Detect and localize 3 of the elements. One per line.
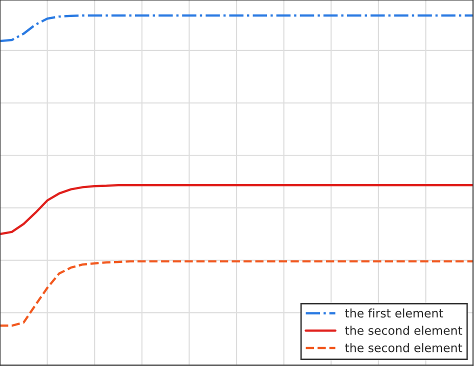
legend-label: the second element (345, 326, 462, 335)
legend-label: the second element (345, 343, 462, 352)
legend-label: the first element (345, 308, 444, 318)
